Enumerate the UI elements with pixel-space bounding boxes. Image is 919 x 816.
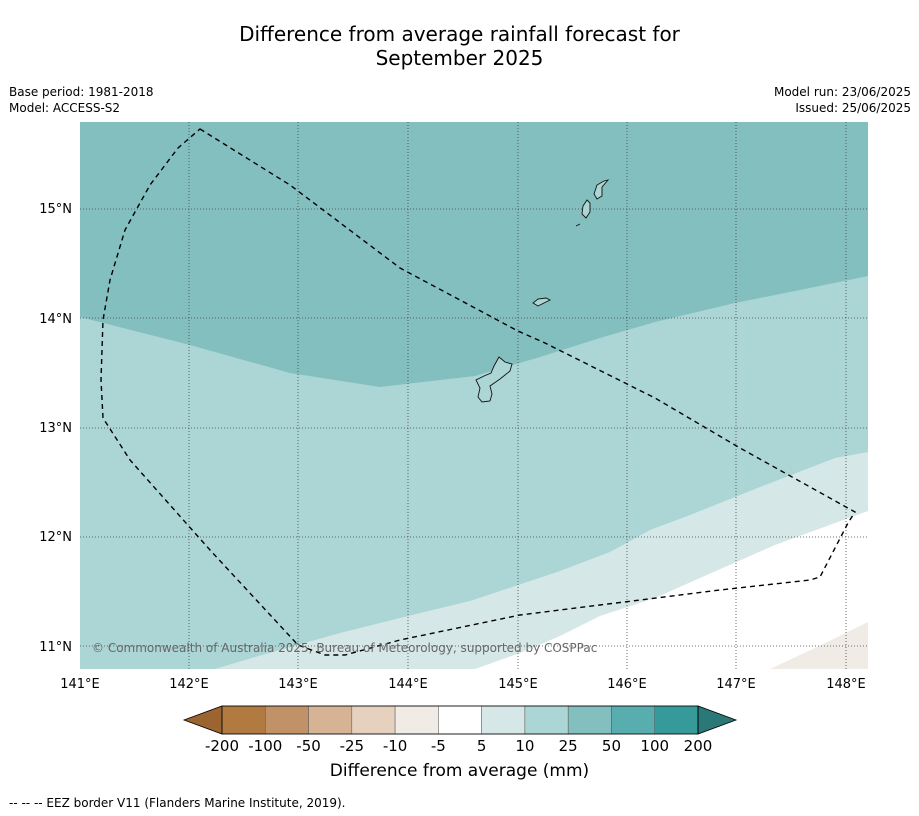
colorbar-tick-label: -50 [296,737,321,755]
island-tinian [581,199,591,219]
island-saipan [593,179,610,200]
lat-label-13: 13°N [39,421,72,436]
meta-left: Base period: 1981-2018 Model: ACCESS-S2 [9,84,154,116]
gridlines [80,122,868,669]
issued-text: Issued: 25/06/2025 [795,101,911,115]
lon-label-146: 146°E [607,677,647,692]
colorbar-tick-label: 25 [559,737,578,755]
band-minus10-to-minus5 [770,622,868,669]
eez-footnote: -- -- -- EEZ border V11 (Flanders Marine… [9,796,346,810]
copyright-text: © Commonwealth of Australia 2025, Bureau… [92,641,598,655]
lat-label-12: 12°N [39,530,72,545]
base-period-text: Base period: 1981-2018 [9,85,154,99]
band-25-to-50 [80,122,868,387]
chart-title: Difference from average rainfall forecas… [0,22,919,70]
colorbar-segment [308,705,353,735]
lat-label-15: 15°N [39,202,72,217]
colorbar-tick-label: -10 [383,737,408,755]
colorbar-tick-label: 5 [477,737,487,755]
colorbar: -200 -100 -50 -25 -10 -5 5 10 25 50 100 200 [182,705,738,755]
lon-label-144: 144°E [388,677,428,692]
colorbar-segment [611,705,655,735]
eez-border [100,128,856,656]
island-guam [475,356,513,403]
colorbar-segment [351,705,396,735]
colorbar-tick-label: -200 [205,737,239,755]
band-minus5-to-5 [475,511,868,669]
colorbar-segment [567,705,612,735]
title-line-1: Difference from average rainfall forecas… [239,22,680,46]
lon-label-143: 143°E [278,677,318,692]
model-text: Model: ACCESS-S2 [9,101,121,115]
colorbar-frame [221,705,699,735]
colorbar-segment [438,705,482,735]
title-line-2: September 2025 [375,46,544,70]
colorbar-extend-low [182,705,223,735]
lon-label-145: 145°E [498,677,538,692]
colorbar-tick-label: -25 [340,737,365,755]
colorbar-segment [394,705,439,735]
lon-label-142: 142°E [169,677,209,692]
colorbar-tick-label: 100 [640,737,669,755]
colorbar-segment [524,705,569,735]
colorbar-tick-label: -5 [431,737,446,755]
model-run-text: Model run: 23/06/2025 [773,85,911,99]
lat-label-11: 11°N [39,640,72,655]
colorbar-tick-label: 50 [602,737,621,755]
colorbar-segment [654,705,699,735]
rainfall-bands [80,122,868,669]
lon-label-141: 141°E [60,677,100,692]
colorbar-segment [221,705,266,735]
lon-label-148: 148°E [826,677,866,692]
islands [475,179,610,403]
colorbar-title: Difference from average (mm) [329,761,590,781]
colorbar-tick-label: 200 [684,737,713,755]
meta-right: Model run: 23/06/2025 Issued: 25/06/2025 [774,84,911,116]
island-aguijan [575,223,581,227]
lat-label-14: 14°N [39,312,72,327]
colorbar-segment [265,705,309,735]
colorbar-tick-label: 10 [515,737,534,755]
island-rota [532,297,552,307]
colorbar-segment [481,705,526,735]
colorbar-tick-label: -100 [248,737,282,755]
lon-label-147: 147°E [716,677,756,692]
colorbar-extend-high [697,705,738,735]
